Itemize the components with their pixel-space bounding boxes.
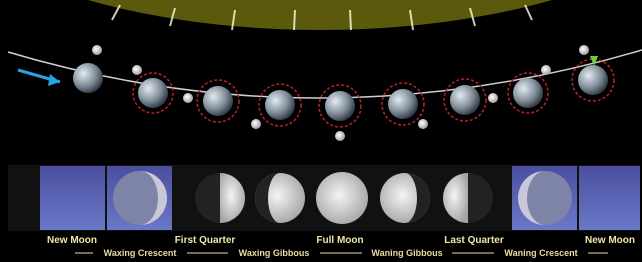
transition-label: Waning Crescent: [504, 248, 577, 258]
transition-label: Waxing Crescent: [104, 248, 177, 258]
moon-phase-diagram: New Moon First Quarter Full Moon Last Qu…: [0, 0, 642, 262]
phase-label: New Moon: [47, 235, 97, 246]
phase-label: Full Moon: [316, 235, 363, 246]
phase-images: [40, 166, 640, 230]
phase-label: New Moon: [585, 235, 635, 246]
phase-label: Last Quarter: [444, 235, 504, 246]
transition-label: Waning Gibbous: [371, 248, 442, 258]
transition-label: Waxing Gibbous: [239, 248, 310, 258]
phase-label: First Quarter: [175, 235, 236, 246]
